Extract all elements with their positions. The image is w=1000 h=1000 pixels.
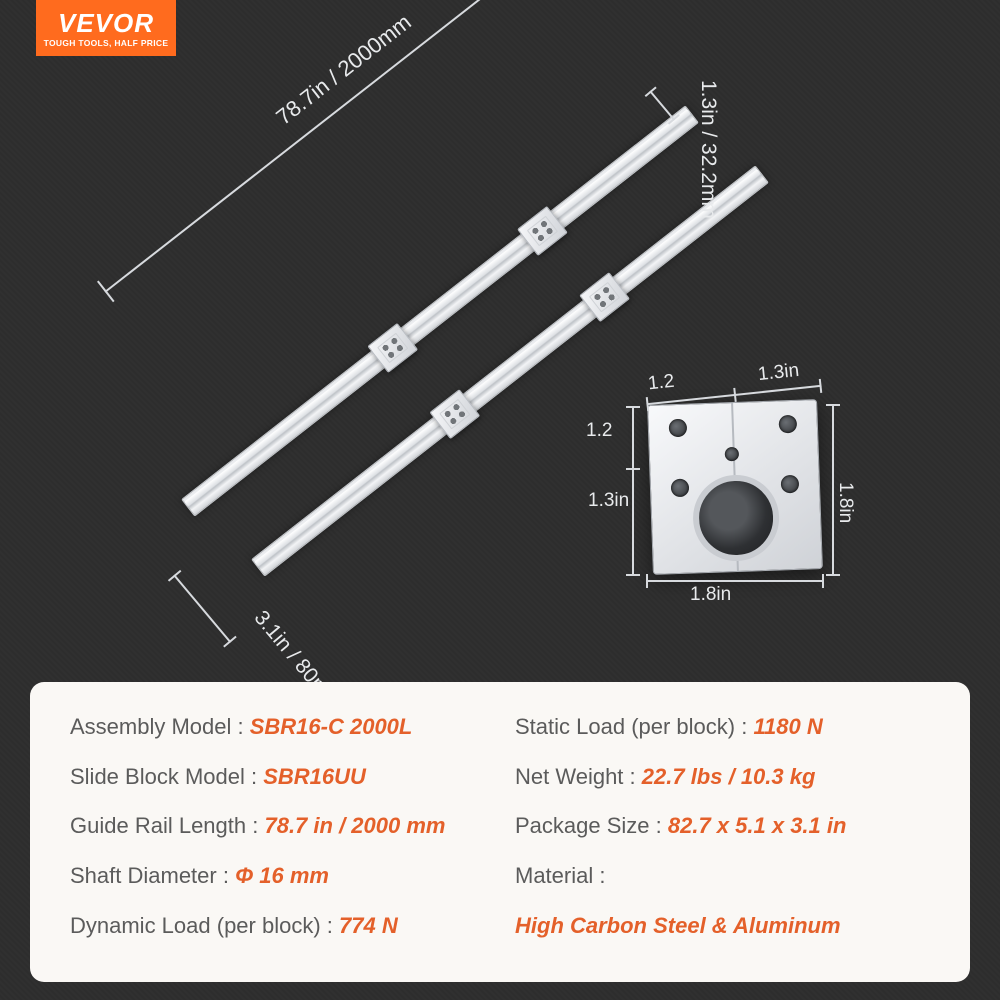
slide-block bbox=[517, 206, 568, 256]
dimension-rail-width bbox=[649, 90, 675, 120]
block-dim-bottom: 1.8in bbox=[690, 584, 731, 606]
spec-label: Guide Rail Length : bbox=[70, 813, 264, 838]
spec-row: Package Size : 82.7 x 5.1 x 3.1 in bbox=[515, 811, 930, 841]
spec-row: Net Weight : 22.7 lbs / 10.3 kg bbox=[515, 762, 930, 792]
spec-row: Assembly Model : SBR16-C 2000L bbox=[70, 712, 485, 742]
brand-logo: VEVOR TOUGH TOOLS, HALF PRICE bbox=[36, 0, 176, 56]
spec-label: Package Size : bbox=[515, 813, 668, 838]
spec-row-material: High Carbon Steel & Aluminum bbox=[515, 911, 930, 941]
spec-material-value: High Carbon Steel & Aluminum bbox=[515, 913, 841, 938]
brand-tagline: TOUGH TOOLS, HALF PRICE bbox=[44, 38, 169, 48]
spec-label: Slide Block Model : bbox=[70, 764, 263, 789]
block-dim-right: 1.8in bbox=[834, 482, 856, 523]
slide-block bbox=[579, 272, 630, 322]
spec-value: 82.7 x 5.1 x 3.1 in bbox=[668, 813, 847, 838]
spec-row: Dynamic Load (per block) : 774 N bbox=[70, 911, 485, 941]
slide-block-closeup bbox=[647, 399, 823, 575]
spec-value: 78.7 in / 2000 mm bbox=[264, 813, 445, 838]
spec-label: Material : bbox=[515, 863, 605, 888]
slide-block bbox=[367, 323, 418, 373]
block-dim-top-left: 1.2 bbox=[647, 371, 676, 396]
spec-value: 774 N bbox=[339, 913, 398, 938]
spec-value: Φ 16 mm bbox=[235, 863, 329, 888]
spec-row: Guide Rail Length : 78.7 in / 2000 mm bbox=[70, 811, 485, 841]
spec-value: 22.7 lbs / 10.3 kg bbox=[642, 764, 816, 789]
linear-rail-1 bbox=[181, 105, 699, 516]
slide-block-bore bbox=[692, 474, 781, 563]
spec-row: Shaft Diameter : Φ 16 mm bbox=[70, 861, 485, 891]
spec-label: Dynamic Load (per block) : bbox=[70, 913, 339, 938]
slide-block bbox=[429, 389, 480, 439]
block-bottom-dimension-line bbox=[646, 580, 824, 582]
spec-label: Shaft Diameter : bbox=[70, 863, 235, 888]
dimension-rail-width-label: 1.3in / 32.2mm bbox=[696, 80, 720, 219]
spec-panel: Assembly Model : SBR16-C 2000L Static Lo… bbox=[30, 682, 970, 982]
product-illustration: 78.7in / 2000mm 1.3in / 32.2mm 3.1in / 8… bbox=[40, 50, 960, 670]
spec-value: 1180 N bbox=[753, 714, 822, 739]
block-dim-left-lower: 1.3in bbox=[588, 490, 629, 512]
spec-row: Material : bbox=[515, 861, 930, 891]
block-dim-left-upper: 1.2 bbox=[586, 420, 612, 442]
dimension-rail-end bbox=[173, 574, 231, 643]
brand-name: VEVOR bbox=[58, 10, 154, 36]
spec-value: SBR16-C 2000L bbox=[250, 714, 413, 739]
block-dim-top-right: 1.3in bbox=[757, 360, 800, 386]
spec-label: Net Weight : bbox=[515, 764, 642, 789]
spec-row: Slide Block Model : SBR16UU bbox=[70, 762, 485, 792]
block-left-dimension-line bbox=[632, 406, 634, 576]
spec-row: Static Load (per block) : 1180 N bbox=[515, 712, 930, 742]
spec-value: SBR16UU bbox=[263, 764, 366, 789]
spec-label: Static Load (per block) : bbox=[515, 714, 753, 739]
spec-label: Assembly Model : bbox=[70, 714, 250, 739]
